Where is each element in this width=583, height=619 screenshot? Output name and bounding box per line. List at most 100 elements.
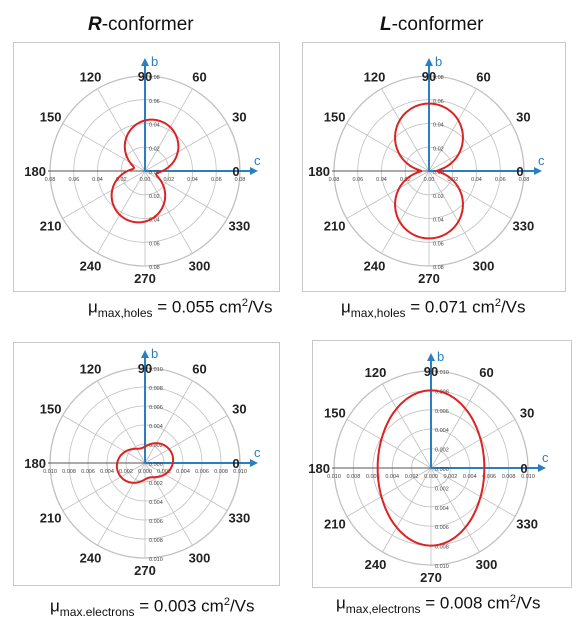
angle-label: 180 [24, 164, 46, 179]
radial-tick-label: 0.04 [149, 218, 160, 224]
b-axis-arrowhead [425, 58, 433, 66]
horizontal-tick-label: 0.006 [195, 469, 209, 475]
horizontal-tick-label: 0.000 [138, 469, 152, 475]
grid-spoke [144, 415, 228, 464]
mobility-curve [376, 389, 486, 547]
angle-label: 180 [24, 456, 46, 471]
radial-tick-label: 0.004 [149, 424, 163, 430]
horizontal-tick-label: 0.002 [119, 469, 133, 475]
polar-chart-panel: b c 90 60 30 0 330 300 270 240 210 180 150 120 0.010 0.… [13, 342, 280, 586]
angle-label: 30 [516, 110, 530, 125]
grid-spoke [346, 123, 430, 172]
radial-tick-label: 0.010 [149, 367, 163, 373]
grid-spoke [428, 123, 512, 172]
radial-tick-label: 0.02 [433, 146, 444, 152]
angle-label: 60 [476, 70, 490, 85]
grid-spoke [430, 467, 516, 517]
angle-label: 120 [365, 365, 387, 380]
horizontal-tick-label: 0.02 [163, 177, 174, 183]
angle-label: 300 [476, 557, 498, 572]
b-axis-label: b [151, 54, 158, 69]
horizontal-tick-label: 0.06 [352, 177, 363, 183]
radial-tick-label: 0.00 [433, 170, 444, 176]
b-axis-label: b [437, 349, 444, 364]
mobility-curve [115, 442, 175, 484]
radial-tick-label: 0.000 [435, 467, 449, 473]
horizontal-tick-label: 0.002 [157, 469, 171, 475]
b-axis-label: b [435, 54, 442, 69]
grid-spoke [381, 88, 430, 172]
angle-label: 60 [192, 362, 206, 377]
grid-spoke [430, 419, 516, 469]
angle-label: 30 [232, 402, 246, 417]
angle-label: 180 [308, 164, 330, 179]
horizontal-tick-label: 0.06 [211, 177, 222, 183]
radial-tick-label: 0.004 [435, 506, 449, 512]
mobility-curve [110, 118, 180, 224]
grid-spoke [62, 462, 146, 511]
radial-tick-label: 0.010 [435, 564, 449, 570]
grid-spoke [62, 123, 146, 172]
horizontal-tick-label: 0.010 [521, 474, 535, 480]
grid-spoke [144, 170, 193, 254]
angle-label: 0 [232, 164, 239, 179]
horizontal-tick-label: 0.04 [92, 177, 103, 183]
grid-spoke [346, 419, 432, 469]
radial-tick-label: 0.004 [435, 428, 449, 434]
mobility-caption: μmax,holes = 0.055 cm2/Vs [88, 297, 273, 321]
radial-tick-label: 0.06 [433, 241, 444, 247]
horizontal-tick-label: 0.04 [471, 177, 482, 183]
angle-label: 330 [516, 517, 538, 532]
horizontal-tick-label: 0.004 [100, 469, 114, 475]
mobility-caption: μmax,electrons = 0.008 cm2/Vs [336, 593, 541, 617]
angle-label: 150 [324, 110, 346, 125]
b-axis-arrowhead [141, 350, 149, 358]
radial-tick-label: 0.06 [433, 99, 444, 105]
angle-label: 120 [364, 70, 386, 85]
angle-label: 120 [80, 362, 102, 377]
c-axis-label: c [254, 153, 261, 168]
horizontal-tick-label: 0.06 [68, 177, 79, 183]
grid-spoke [428, 170, 512, 219]
grid-spoke [62, 415, 146, 464]
horizontal-tick-label: 0.004 [176, 469, 190, 475]
c-axis-arrowhead [250, 167, 258, 175]
radial-tick-label: 0.006 [149, 405, 163, 411]
grid-spoke [381, 170, 430, 254]
radial-tick-label: 0.08 [149, 265, 160, 271]
horizontal-tick-label: 0.08 [235, 177, 246, 183]
c-axis-arrowhead [250, 459, 258, 467]
horizontal-tick-label: 0.04 [187, 177, 198, 183]
angle-label: 90 [138, 361, 152, 376]
horizontal-tick-label: 0.010 [233, 469, 247, 475]
angle-label: 330 [229, 219, 251, 234]
grid-spoke [346, 170, 430, 219]
horizontal-tick-label: 0.004 [463, 474, 477, 480]
angle-label: 150 [40, 402, 62, 417]
column-title-letter: R [88, 14, 102, 35]
horizontal-tick-label: 0.010 [43, 469, 57, 475]
mobility-caption: μmax.electrons = 0.003 cm2/Vs [50, 596, 255, 619]
grid-spoke [97, 380, 146, 464]
angle-label: 90 [138, 69, 152, 84]
angle-label: 270 [418, 271, 440, 286]
polar-chart-panel: b c 90 60 30 0 330 300 270 240 210 180 150 120 0.08 0.0… [13, 42, 280, 292]
grid-spoke [144, 380, 193, 464]
angle-label: 0 [516, 164, 523, 179]
angle-label: 150 [324, 406, 346, 421]
radial-tick-label: 0.06 [149, 241, 160, 247]
mobility-caption: μmax,holes = 0.071 cm2/Vs [341, 297, 526, 321]
radial-tick-label: 0.06 [149, 99, 160, 105]
angle-label: 210 [324, 219, 346, 234]
radial-tick-label: 0.002 [149, 481, 163, 487]
grid-spoke [62, 170, 146, 219]
radial-tick-label: 0.02 [149, 194, 160, 200]
radial-tick-label: 0.008 [435, 545, 449, 551]
angle-label: 300 [189, 258, 211, 273]
radial-tick-label: 0.002 [435, 448, 449, 454]
horizontal-tick-label: 0.00 [424, 177, 435, 183]
grid-spoke [144, 88, 193, 172]
horizontal-tick-label: 0.006 [482, 474, 496, 480]
horizontal-tick-label: 0.04 [376, 177, 387, 183]
column-title-letter: L [380, 14, 392, 35]
